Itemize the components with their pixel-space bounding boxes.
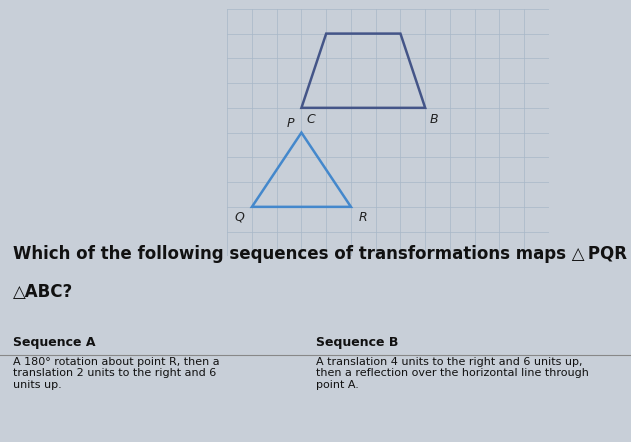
Text: Which of the following sequences of transformations maps △ PQR onto: Which of the following sequences of tran…	[13, 245, 631, 263]
Text: R: R	[358, 210, 367, 224]
Text: A translation 4 units to the right and 6 units up,
then a reflection over the ho: A translation 4 units to the right and 6…	[316, 357, 588, 390]
Text: △ABC?: △ABC?	[13, 283, 73, 301]
Text: B: B	[430, 113, 439, 126]
Text: Sequence B: Sequence B	[316, 336, 398, 349]
Text: P: P	[286, 117, 294, 130]
Text: Q: Q	[235, 210, 244, 224]
Text: A 180° rotation about point R, then a
translation 2 units to the right and 6
uni: A 180° rotation about point R, then a tr…	[13, 357, 219, 390]
Text: C: C	[307, 113, 315, 126]
Text: Sequence A: Sequence A	[13, 336, 95, 349]
